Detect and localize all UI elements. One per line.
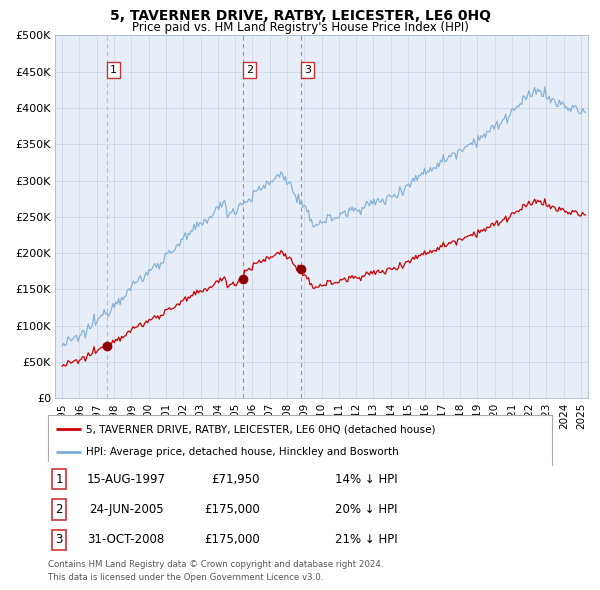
Text: £71,950: £71,950 [211, 473, 260, 486]
Text: 5, TAVERNER DRIVE, RATBY, LEICESTER, LE6 0HQ: 5, TAVERNER DRIVE, RATBY, LEICESTER, LE6… [110, 9, 491, 23]
Text: Contains HM Land Registry data © Crown copyright and database right 2024.: Contains HM Land Registry data © Crown c… [48, 560, 383, 569]
Text: 3: 3 [55, 533, 63, 546]
Text: Price paid vs. HM Land Registry's House Price Index (HPI): Price paid vs. HM Land Registry's House … [131, 21, 469, 34]
Text: £175,000: £175,000 [204, 503, 260, 516]
Text: 24-JUN-2005: 24-JUN-2005 [89, 503, 163, 516]
Text: 2: 2 [246, 65, 253, 75]
Text: 21% ↓ HPI: 21% ↓ HPI [335, 533, 398, 546]
Text: £175,000: £175,000 [204, 533, 260, 546]
Text: HPI: Average price, detached house, Hinckley and Bosworth: HPI: Average price, detached house, Hinc… [86, 447, 398, 457]
Text: 15-AUG-1997: 15-AUG-1997 [86, 473, 166, 486]
Text: 3: 3 [304, 65, 311, 75]
Text: 2: 2 [55, 503, 63, 516]
Text: 14% ↓ HPI: 14% ↓ HPI [335, 473, 398, 486]
Text: 1: 1 [110, 65, 117, 75]
Text: 1: 1 [55, 473, 63, 486]
Text: 5, TAVERNER DRIVE, RATBY, LEICESTER, LE6 0HQ (detached house): 5, TAVERNER DRIVE, RATBY, LEICESTER, LE6… [86, 424, 436, 434]
Text: This data is licensed under the Open Government Licence v3.0.: This data is licensed under the Open Gov… [48, 573, 323, 582]
Text: 31-OCT-2008: 31-OCT-2008 [88, 533, 165, 546]
Text: 20% ↓ HPI: 20% ↓ HPI [335, 503, 398, 516]
